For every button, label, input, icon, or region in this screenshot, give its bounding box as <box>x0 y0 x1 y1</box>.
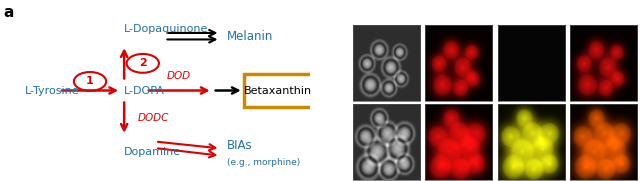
Bar <box>498 25 565 101</box>
Text: 1: 1 <box>86 76 94 87</box>
Text: 0 mM: 0 mM <box>318 58 344 67</box>
Text: L-DOPA: L-DOPA <box>316 74 325 107</box>
Text: DIC: DIC <box>378 4 394 13</box>
Bar <box>353 25 420 101</box>
Bar <box>570 104 637 180</box>
Bar <box>498 104 565 180</box>
Bar <box>353 104 420 180</box>
Bar <box>425 25 492 101</box>
Text: DOD: DOD <box>167 71 191 81</box>
Text: Betaxanthin: Betaxanthin <box>504 4 559 13</box>
Text: Melanin: Melanin <box>227 30 273 43</box>
Bar <box>570 25 637 101</box>
Text: L-Tyrosine: L-Tyrosine <box>25 85 79 96</box>
Text: a: a <box>3 5 13 20</box>
Bar <box>425 104 492 180</box>
FancyBboxPatch shape <box>244 74 314 107</box>
Text: b: b <box>316 5 326 20</box>
Text: Dopamine: Dopamine <box>124 147 181 157</box>
Text: DODC: DODC <box>138 113 170 123</box>
Text: L-Dopaquinone: L-Dopaquinone <box>124 24 209 34</box>
Text: BIAs: BIAs <box>227 139 252 152</box>
Text: Betaxanthin: Betaxanthin <box>244 85 312 96</box>
Text: RFP-DOD: RFP-DOD <box>438 4 479 13</box>
Text: (e.g., morphine): (e.g., morphine) <box>227 158 300 167</box>
Text: 2: 2 <box>139 58 147 68</box>
Text: 1 mM: 1 mM <box>318 137 344 146</box>
Text: Merge: Merge <box>589 4 618 13</box>
Text: L-DOPA: L-DOPA <box>124 85 165 96</box>
